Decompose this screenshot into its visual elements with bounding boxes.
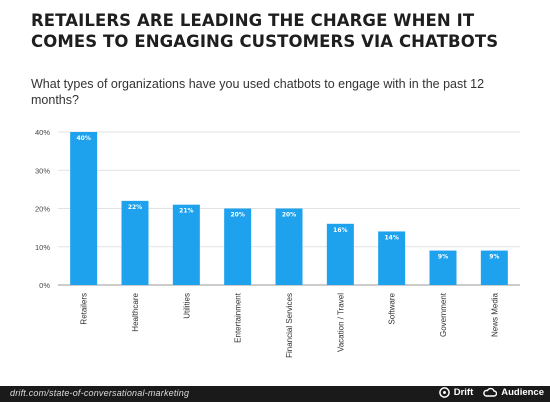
x-tick-label: Software <box>388 292 397 324</box>
data-labels: 40% 22% 21% 20% 20% 16% 14% 9% 9% <box>76 135 499 261</box>
x-tick-label: News Media <box>490 292 499 337</box>
source-url: drift.com/state-of-conversational-market… <box>10 388 190 398</box>
bar <box>326 223 354 285</box>
x-tick-label: Vacation / Travel <box>336 293 345 352</box>
bar <box>275 208 303 285</box>
chart-title: RETAILERS ARE LEADING THE CHARGE WHEN IT… <box>31 11 499 51</box>
x-tick-label: Entertainment <box>234 292 243 343</box>
bar-value-label: 14% <box>384 234 398 241</box>
y-tick-label: 10% <box>35 243 50 252</box>
bar-value-label: 22% <box>128 204 142 211</box>
x-tick-label: Government <box>439 292 448 337</box>
x-axis-ticks: Retailers Healthcare Utilities Entertainmen… <box>80 292 500 358</box>
bar-value-label: 21% <box>179 208 193 215</box>
bar-value-label: 20% <box>282 212 296 219</box>
drift-logo-text: Drift <box>453 387 474 398</box>
footer-logos: Drift Audience <box>438 387 544 398</box>
bar <box>378 231 406 285</box>
footer-bar: drift.com/state-of-conversational-market… <box>0 386 550 402</box>
x-tick-label: Utilities <box>182 293 191 319</box>
bar-value-label: 16% <box>333 227 347 234</box>
y-axis-ticks: 0% 10% 20% 30% 40% <box>35 128 50 290</box>
drift-logo-icon <box>438 387 450 398</box>
x-tick-label: Retailers <box>80 293 89 325</box>
bar-value-label: 40% <box>76 135 90 142</box>
bar <box>224 208 252 285</box>
bar-value-label: 20% <box>230 212 244 219</box>
y-tick-label: 40% <box>35 128 50 137</box>
y-tick-label: 0% <box>39 281 50 290</box>
bar-value-label: 9% <box>438 254 448 261</box>
bar <box>172 204 200 285</box>
survey-question: What types of organizations have you use… <box>31 77 485 107</box>
bar <box>121 200 149 285</box>
bar <box>70 132 98 285</box>
cloud-logo-icon <box>483 387 498 397</box>
x-tick-label: Financial Services <box>285 293 294 358</box>
bar <box>480 250 508 285</box>
bars <box>70 132 508 285</box>
bar <box>429 250 457 285</box>
bar-value-label: 9% <box>489 254 499 261</box>
x-tick-label: Healthcare <box>131 292 140 331</box>
y-tick-label: 30% <box>35 166 50 175</box>
y-tick-label: 20% <box>35 205 50 214</box>
audience-logo-text: Audience <box>501 387 544 398</box>
bar-chart: 0% 10% 20% 30% 40% 40% 22% 21% 20% 20% 16% 14% 9% 9%… <box>35 128 520 358</box>
